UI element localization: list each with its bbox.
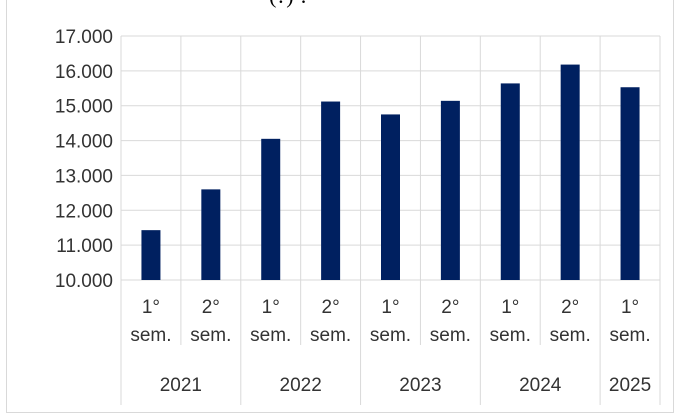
x-category-label: 2° sem.	[550, 297, 591, 346]
x-category-label: 1° sem.	[250, 297, 291, 346]
bar	[321, 101, 341, 280]
chart-frame: (?) ? 10.000 11.000 12.000 13.000 14.000 15.0…	[6, 0, 674, 413]
x-axis: 1° sem. 2° sem. 1° sem. 2° sem. 1° sem. 2° sem. 1° se…	[120, 280, 661, 405]
bar	[560, 64, 580, 280]
chart-title: (?) ?	[269, 0, 309, 8]
x-year-label: 2024	[519, 375, 562, 396]
y-tick-label: 12.000	[55, 201, 113, 222]
y-tick-label: 13.000	[55, 166, 113, 187]
x-category-label: 2° sem.	[430, 297, 471, 346]
x-category-label: 2° sem.	[190, 297, 231, 346]
bar-chart: (?) ? 10.000 11.000 12.000 13.000 14.000 15.0…	[55, 0, 661, 405]
x-year-label: 2023	[399, 375, 441, 396]
bars	[141, 64, 640, 281]
y-tick-label: 10.000	[55, 271, 113, 292]
y-tick-label: 14.000	[55, 132, 113, 153]
x-category-label: 1° sem.	[370, 297, 411, 346]
bar	[440, 100, 460, 280]
x-year-label: 2021	[160, 375, 202, 396]
bar	[141, 230, 161, 280]
x-year-label: 2022	[280, 375, 322, 396]
x-year-label: 2025	[609, 375, 651, 396]
y-tick-label: 16.000	[55, 62, 113, 83]
y-tick-label: 15.000	[55, 97, 113, 118]
y-axis-ticks: 10.000 11.000 12.000 13.000 14.000 15.000 16.0…	[55, 27, 113, 292]
y-tick-label: 17.000	[55, 27, 113, 48]
x-category-label: 2° sem.	[310, 297, 351, 346]
bar	[620, 87, 640, 281]
x-category-label: 1° sem.	[130, 297, 171, 346]
bar	[500, 83, 520, 280]
bar	[201, 189, 221, 280]
bar	[261, 138, 281, 280]
x-category-label: 1° sem.	[609, 297, 650, 346]
bar	[381, 114, 400, 280]
y-tick-label: 11.000	[56, 236, 113, 257]
x-category-label: 1° sem.	[490, 297, 531, 346]
